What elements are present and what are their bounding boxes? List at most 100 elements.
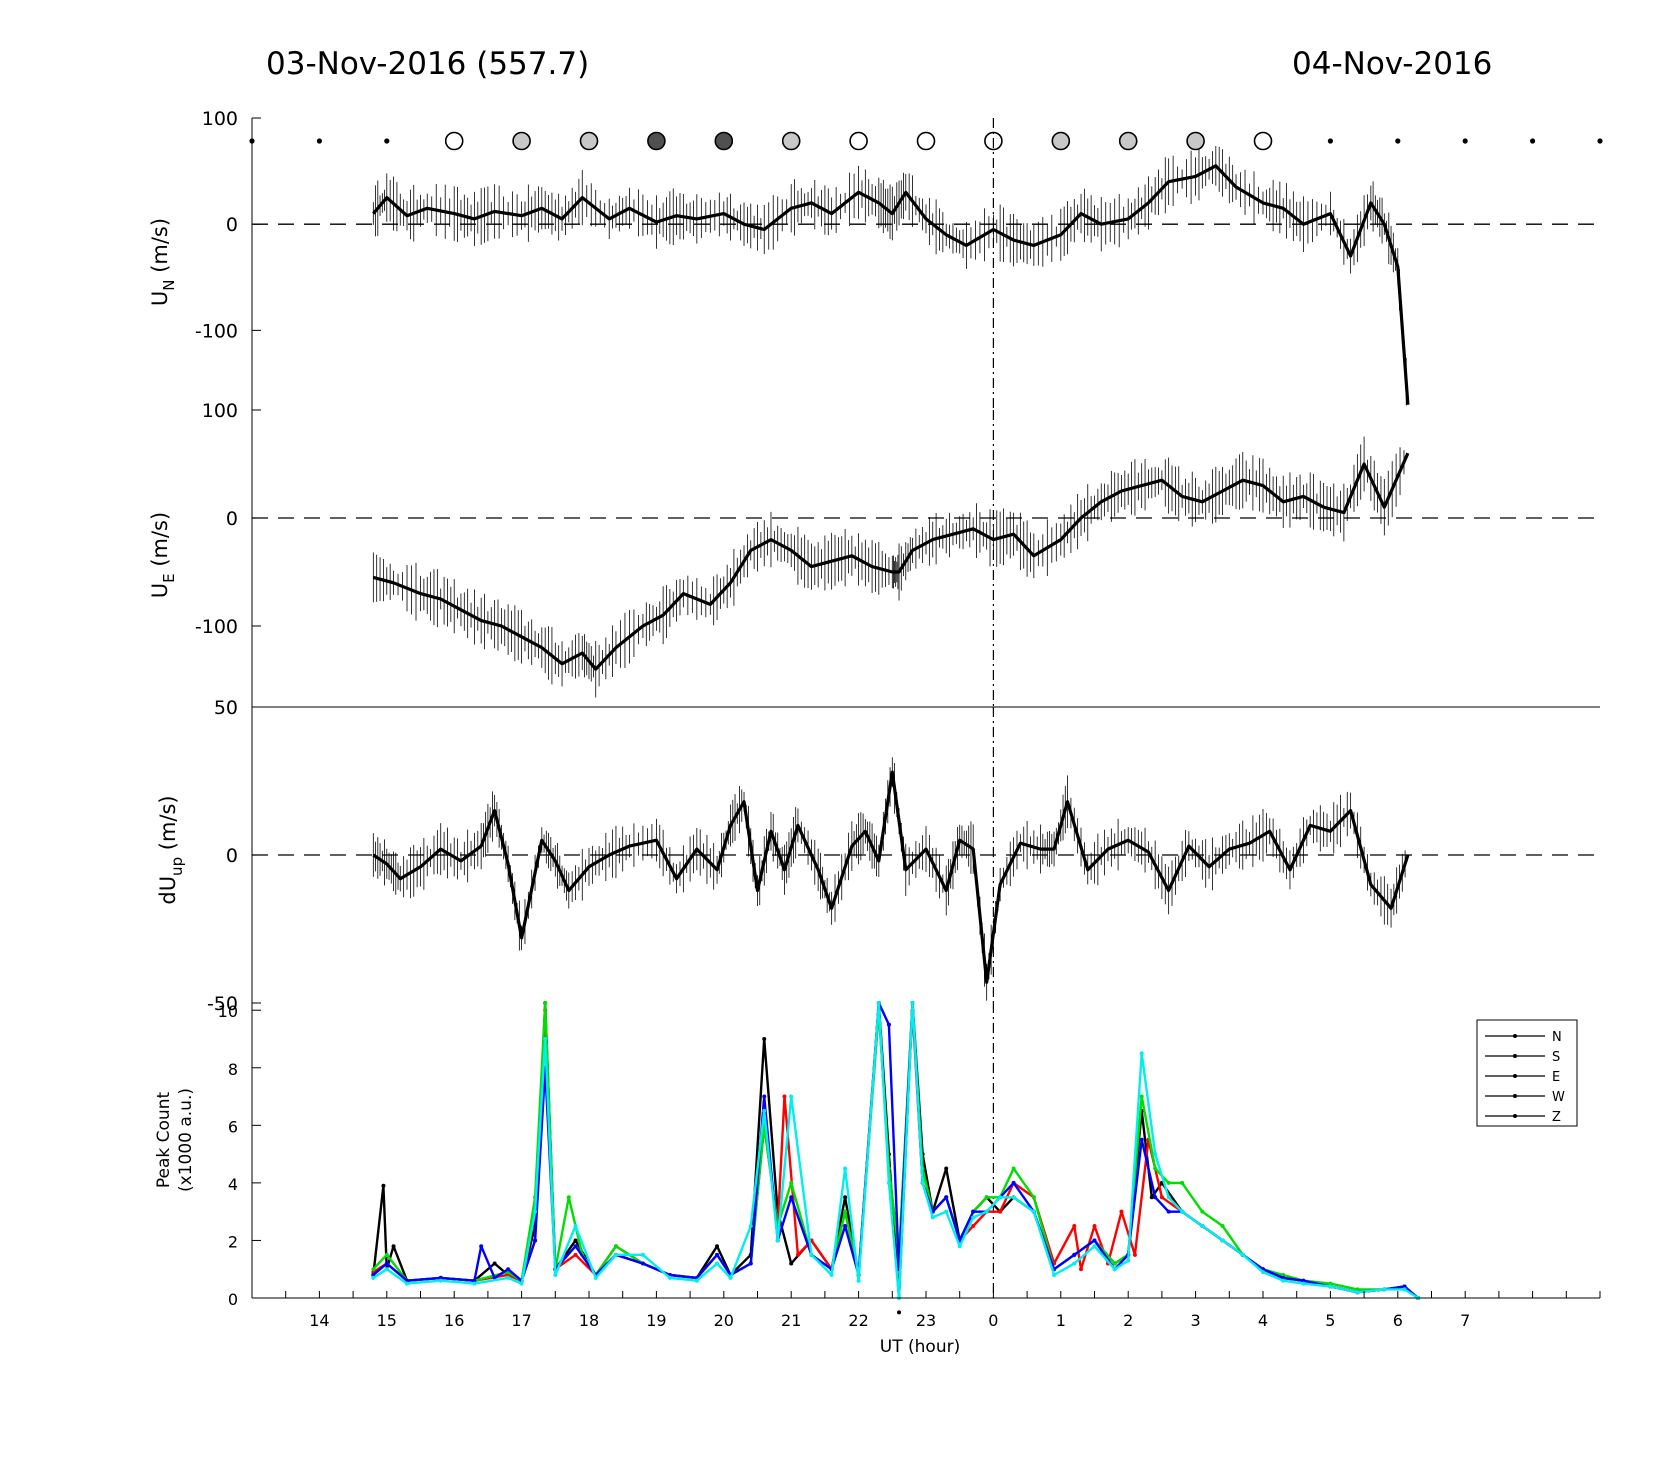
phase-circle-15 bbox=[1253, 131, 1273, 151]
series-point-0-27 bbox=[843, 1195, 848, 1200]
series-point-4-4 bbox=[472, 1281, 477, 1286]
series-point-1-46 bbox=[1132, 1252, 1137, 1257]
series-point-2-36 bbox=[984, 1195, 989, 1200]
series-point-4-19 bbox=[762, 1108, 767, 1113]
ylabel-un-main: U bbox=[148, 291, 172, 306]
series-point-4-5 bbox=[506, 1275, 511, 1280]
ytick-label-3-2: 4 bbox=[228, 1175, 238, 1194]
series-point-3-55 bbox=[1301, 1278, 1306, 1283]
xlabel: UT (hour) bbox=[880, 1337, 960, 1357]
series-point-3-15 bbox=[640, 1261, 645, 1266]
phase-circle-6 bbox=[647, 131, 666, 151]
series-point-4-10 bbox=[573, 1224, 578, 1229]
ytick-label-0-0: 100 bbox=[202, 108, 238, 130]
series-point-3-1 bbox=[384, 1261, 389, 1266]
series-point-1-48 bbox=[1159, 1195, 1164, 1200]
series-point-3-7 bbox=[506, 1267, 511, 1272]
series-point-3-23 bbox=[789, 1195, 794, 1200]
series-point-4-49 bbox=[1220, 1238, 1225, 1243]
xtick-label-5: 19 bbox=[646, 1311, 666, 1330]
series-point-4-57 bbox=[1402, 1287, 1407, 1292]
xtick-label-13: 3 bbox=[1191, 1311, 1201, 1330]
series-point-1-43 bbox=[1092, 1224, 1097, 1229]
series-point-4-36 bbox=[998, 1195, 1003, 1200]
ylabel-un-unit: (m/s) bbox=[148, 218, 172, 280]
series-point-4-0 bbox=[371, 1275, 376, 1280]
series-point-4-43 bbox=[1126, 1258, 1131, 1263]
series-point-4-50 bbox=[1240, 1252, 1245, 1257]
series-point-1-21 bbox=[782, 1094, 787, 1099]
legend-marker-N bbox=[1513, 1034, 1517, 1038]
phase-circle-12 bbox=[1051, 131, 1071, 151]
series-point-4-14 bbox=[667, 1275, 672, 1280]
ytick-label-1-1: 0 bbox=[226, 508, 238, 530]
series-point-4-29 bbox=[910, 1001, 915, 1005]
series-point-4-24 bbox=[843, 1166, 848, 1171]
xtick-label-7: 21 bbox=[781, 1311, 801, 1330]
ylabel-dup-unit: (m/s) bbox=[156, 795, 180, 857]
series-point-0-31 bbox=[897, 1310, 902, 1315]
series-point-3-43 bbox=[1092, 1238, 1097, 1243]
phase-circle-10 bbox=[916, 131, 936, 151]
series-point-2-46 bbox=[1153, 1166, 1158, 1171]
phase-dot-1 bbox=[316, 138, 322, 144]
series-point-4-35 bbox=[984, 1209, 989, 1214]
ylabel-ue-main: U bbox=[148, 583, 172, 598]
legend-box bbox=[1476, 1019, 1578, 1127]
series-point-1-41 bbox=[1072, 1224, 1077, 1229]
xtick-label-14: 4 bbox=[1258, 1311, 1268, 1330]
series-point-4-51 bbox=[1261, 1270, 1265, 1275]
series-point-4-20 bbox=[775, 1238, 780, 1243]
ytick-label-2-0: 50 bbox=[214, 697, 238, 719]
xtick-label-4: 18 bbox=[579, 1311, 599, 1330]
series-point-3-29 bbox=[886, 1022, 891, 1027]
series-point-4-37 bbox=[1011, 1195, 1016, 1200]
series-point-2-55 bbox=[1328, 1281, 1333, 1286]
series-point-4-25 bbox=[856, 1278, 861, 1283]
phase-circle-8 bbox=[781, 131, 801, 151]
series-point-4-54 bbox=[1328, 1284, 1333, 1289]
series-point-4-3 bbox=[438, 1278, 443, 1283]
series-point-4-56 bbox=[1382, 1287, 1387, 1292]
series-point-2-48 bbox=[1180, 1180, 1185, 1185]
series-point-4-22 bbox=[809, 1252, 814, 1257]
series-point-4-11 bbox=[593, 1275, 598, 1280]
error-bars-1 bbox=[372, 436, 1405, 698]
series-line-0-0 bbox=[372, 164, 1410, 405]
series-point-2-53 bbox=[1281, 1272, 1286, 1277]
series-point-4-33 bbox=[957, 1244, 962, 1249]
series-point-3-39 bbox=[1011, 1180, 1016, 1185]
series-point-2-13 bbox=[613, 1244, 618, 1249]
series-point-3-48 bbox=[1166, 1209, 1171, 1214]
legend-label-S: S bbox=[1552, 1050, 1560, 1065]
series-point-4-12 bbox=[613, 1252, 618, 1257]
series-point-3-9 bbox=[533, 1238, 538, 1243]
series-point-2-47 bbox=[1166, 1180, 1171, 1185]
series-point-4-40 bbox=[1072, 1261, 1077, 1266]
left-date-title: 03-Nov-2016 (557.7) bbox=[266, 46, 590, 82]
phase-dot-2 bbox=[384, 138, 390, 144]
series-point-4-30 bbox=[920, 1180, 925, 1185]
series-point-4-27 bbox=[886, 1180, 891, 1185]
xtick-label-0: 14 bbox=[309, 1311, 329, 1330]
series-point-2-43 bbox=[1112, 1261, 1117, 1266]
ytick-label-1-2: -100 bbox=[195, 616, 238, 638]
phase-dot-17 bbox=[1395, 138, 1401, 144]
xtick-label-6: 20 bbox=[714, 1311, 734, 1330]
ytick-label-1-0: 100 bbox=[202, 400, 238, 422]
ytick-label-0-2: -100 bbox=[195, 320, 238, 342]
series-point-4-41 bbox=[1092, 1244, 1097, 1249]
ytick-label-2-1: 0 bbox=[226, 845, 238, 867]
series-point-3-34 bbox=[944, 1195, 949, 1200]
ytick-label-3-4: 8 bbox=[228, 1060, 238, 1079]
ytick-label-3-3: 6 bbox=[228, 1117, 238, 1136]
series-point-3-3 bbox=[438, 1275, 443, 1280]
series-point-2-25 bbox=[843, 1209, 848, 1214]
series-point-4-21 bbox=[789, 1094, 794, 1099]
series-point-2-49 bbox=[1200, 1209, 1205, 1214]
moon-phase-markers bbox=[249, 131, 1603, 151]
phase-dot-19 bbox=[1530, 138, 1536, 144]
ytick-label-2-2: -50 bbox=[207, 993, 238, 1015]
xtick-label-3: 17 bbox=[511, 1311, 531, 1330]
